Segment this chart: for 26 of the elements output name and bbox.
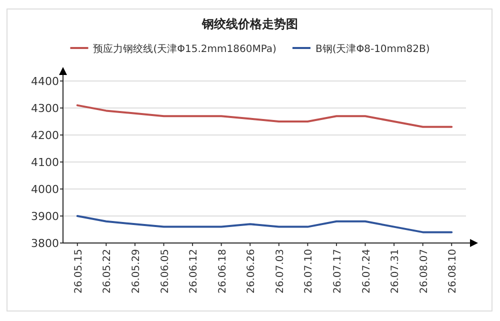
x-tick-label: 26.06.05: [160, 249, 171, 294]
x-tick-label: 26.07.03: [274, 249, 286, 294]
x-tick-label: 26.08.10: [448, 249, 459, 294]
x-tick-label: 26.07.31: [390, 249, 402, 294]
x-tick-label: 26.06.26: [246, 249, 258, 294]
chart-title: 钢绞线价格走势图: [201, 17, 298, 31]
x-tick-label: 26.06.18: [217, 249, 228, 294]
y-tick-label: 4300: [31, 102, 59, 115]
y-tick-label: 4100: [31, 156, 59, 169]
line-series: [76, 104, 453, 128]
x-tick-label: 26.07.17: [332, 249, 344, 294]
x-tick-label: 26.05.29: [130, 249, 142, 294]
x-tick-label: 26.08.07: [418, 249, 430, 294]
legend-label: B钢(天津Φ8-10mm82B): [315, 43, 430, 55]
x-tick-label: 26.05.15: [73, 249, 84, 294]
legend-label: 预应力钢绞线(天津Φ15.2mm1860MPa): [93, 43, 277, 55]
y-tick-label: 4200: [31, 129, 59, 142]
x-tick-label: 26.06.12: [188, 249, 200, 294]
x-tick-label: 26.07.24: [361, 249, 372, 294]
y-tick-label: 3900: [31, 210, 59, 223]
y-tick-label: 4400: [31, 75, 59, 88]
y-tick-label: 4000: [31, 183, 59, 196]
x-tick-label: 26.07.10: [304, 249, 315, 294]
line-series: [76, 215, 453, 234]
y-tick-label: 3800: [31, 237, 59, 250]
x-tick-label: 26.05.22: [102, 249, 114, 294]
